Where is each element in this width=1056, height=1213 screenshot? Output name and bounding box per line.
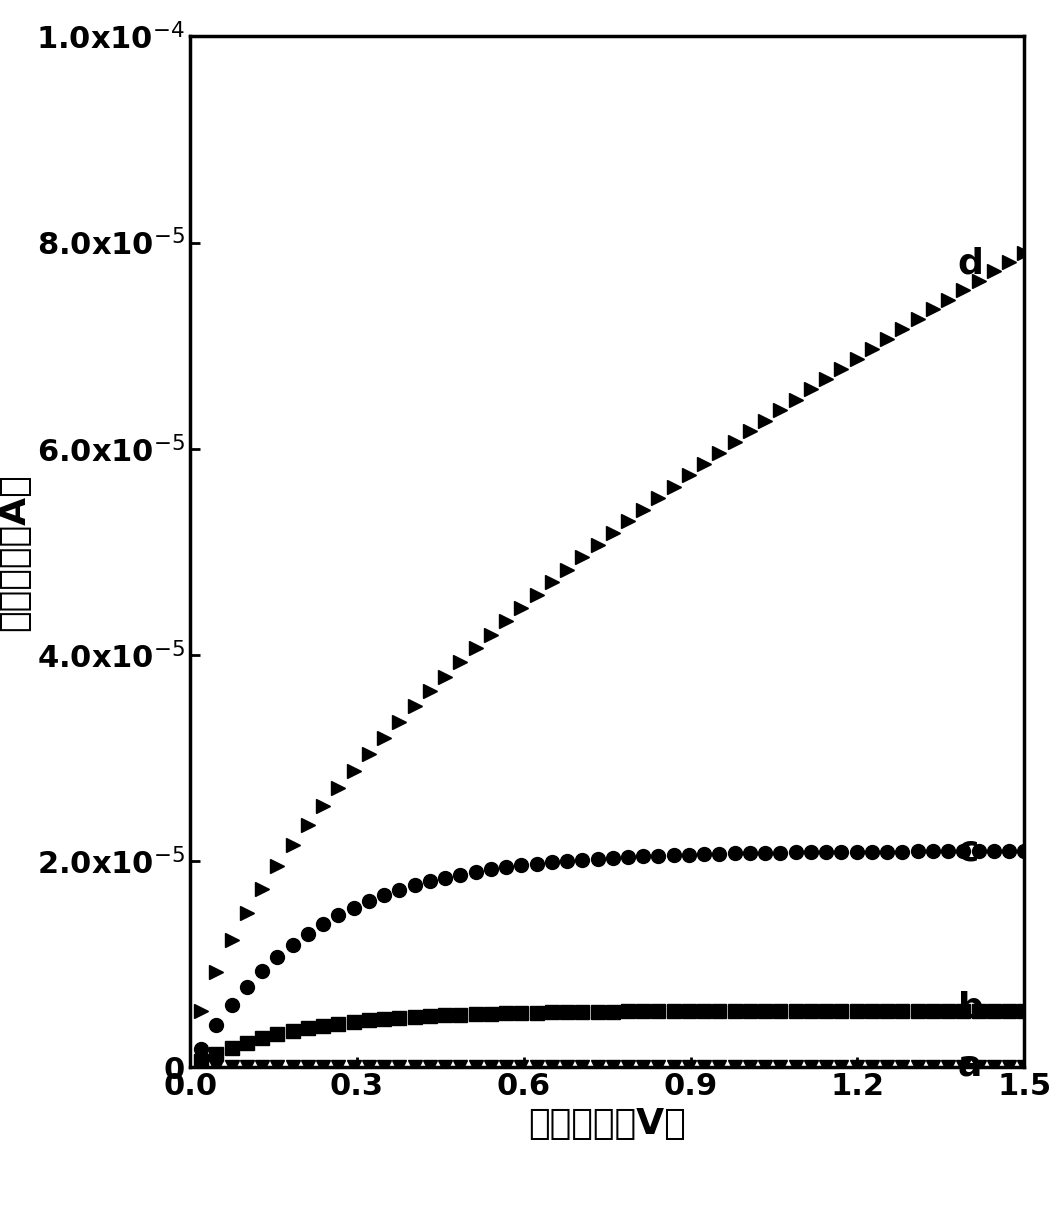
X-axis label: 源漏电压（V）: 源漏电压（V） [528, 1106, 686, 1141]
Y-axis label: 源漏电流（A）: 源漏电流（A） [0, 473, 31, 631]
Text: d: d [958, 246, 983, 280]
Text: c: c [958, 833, 979, 869]
Text: a: a [958, 1048, 982, 1082]
Text: b: b [958, 991, 983, 1025]
